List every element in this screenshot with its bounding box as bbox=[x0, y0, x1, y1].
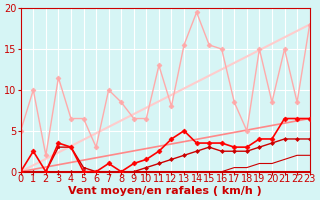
X-axis label: Vent moyen/en rafales ( km/h ): Vent moyen/en rafales ( km/h ) bbox=[68, 186, 262, 196]
